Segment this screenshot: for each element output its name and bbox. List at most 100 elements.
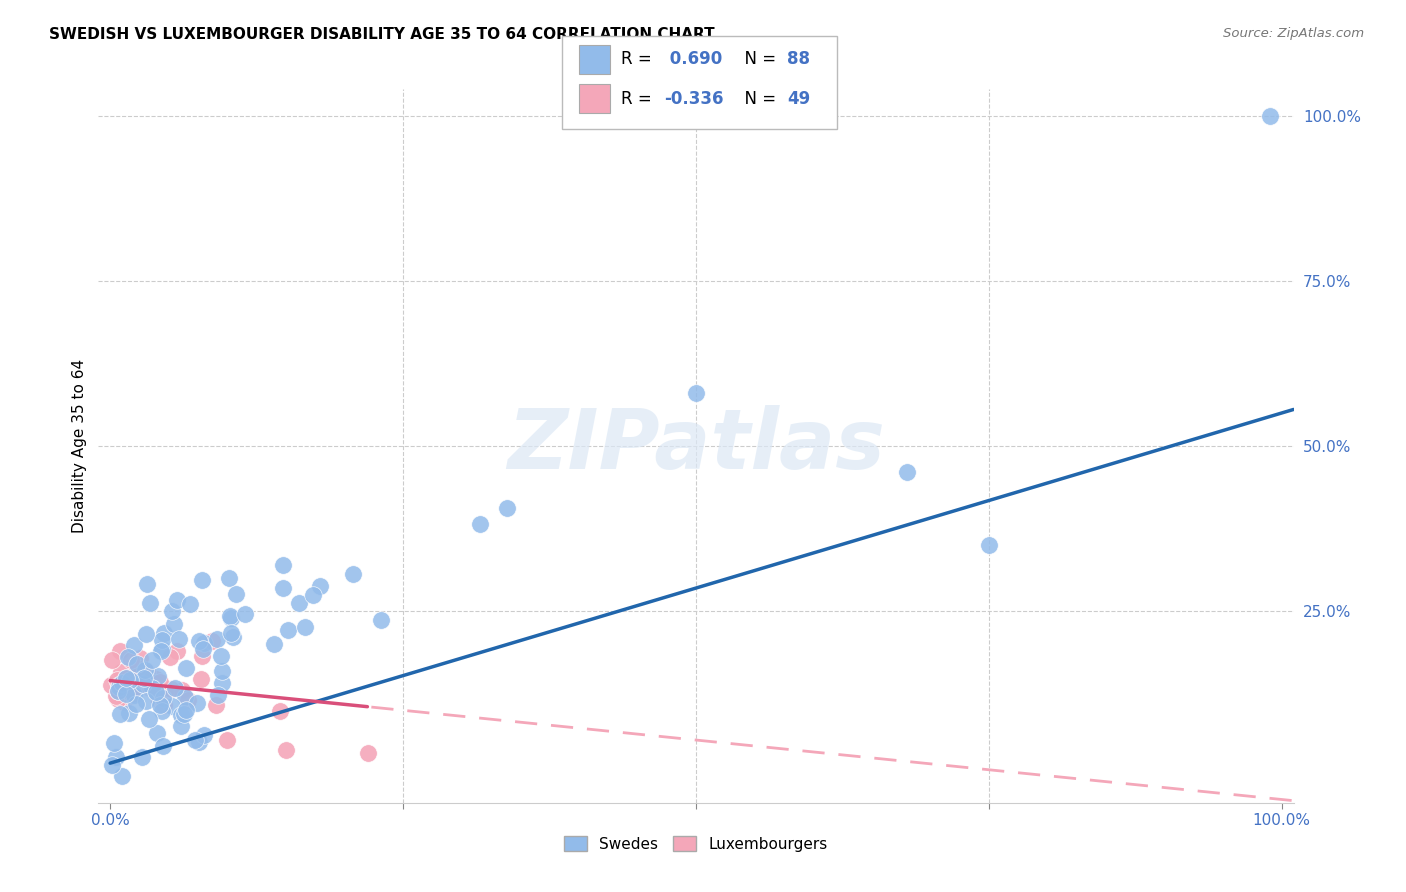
Point — [120, 673, 142, 687]
Point — [105, 690, 128, 704]
Point — [165, 681, 187, 695]
Point — [121, 687, 143, 701]
Text: ZIPatlas: ZIPatlas — [508, 406, 884, 486]
Point — [125, 664, 148, 678]
Point — [277, 623, 299, 637]
Point — [287, 596, 309, 610]
Point — [107, 690, 129, 705]
Point — [153, 682, 176, 697]
Point — [153, 626, 176, 640]
Point — [124, 688, 146, 702]
Point — [160, 604, 183, 618]
Point — [135, 670, 157, 684]
Point — [138, 596, 160, 610]
Point — [170, 719, 193, 733]
Point — [110, 681, 132, 695]
Point — [108, 706, 131, 721]
Point — [191, 574, 214, 588]
Point — [111, 676, 134, 690]
Point — [152, 739, 174, 753]
Point — [294, 620, 316, 634]
Point — [179, 597, 201, 611]
Point — [120, 684, 142, 698]
Point — [112, 695, 135, 709]
Point — [159, 649, 181, 664]
Point — [685, 386, 707, 401]
Text: 0.690: 0.690 — [664, 50, 721, 69]
Point — [135, 665, 157, 679]
Point — [201, 633, 224, 648]
Point — [142, 679, 165, 693]
Point — [134, 671, 156, 685]
Point — [470, 516, 492, 531]
Point — [152, 691, 174, 706]
Point — [108, 681, 131, 695]
Point — [219, 608, 242, 623]
Point — [191, 642, 214, 657]
Point — [1258, 109, 1281, 123]
Point — [152, 698, 174, 713]
Point — [127, 657, 149, 672]
Point — [357, 746, 380, 760]
Point — [150, 633, 173, 648]
Point — [122, 638, 145, 652]
Point — [146, 726, 169, 740]
Point — [101, 758, 124, 772]
Point — [120, 653, 142, 667]
Point — [149, 644, 172, 658]
Text: Source: ZipAtlas.com: Source: ZipAtlas.com — [1223, 27, 1364, 40]
Point — [170, 683, 193, 698]
Point — [187, 735, 209, 749]
Point — [150, 704, 173, 718]
Point — [193, 728, 215, 742]
Point — [207, 632, 229, 646]
Point — [122, 685, 145, 699]
Point — [186, 696, 208, 710]
Point — [132, 677, 155, 691]
Point — [174, 661, 197, 675]
Point — [190, 648, 212, 663]
Point — [221, 630, 243, 644]
Point — [135, 694, 157, 708]
Point — [145, 685, 167, 699]
Point — [125, 661, 148, 675]
Point — [108, 678, 131, 692]
Text: R =: R = — [621, 89, 658, 108]
Point — [176, 703, 198, 717]
Point — [896, 466, 918, 480]
Point — [111, 769, 134, 783]
Text: 88: 88 — [787, 50, 810, 69]
Point — [160, 698, 183, 713]
Point — [145, 673, 167, 687]
Point — [138, 712, 160, 726]
Point — [174, 690, 197, 704]
Point — [141, 680, 163, 694]
Point — [173, 707, 195, 722]
Point — [160, 681, 183, 696]
Point — [112, 676, 135, 690]
Point — [269, 704, 291, 718]
Point — [105, 673, 128, 688]
Point — [141, 653, 163, 667]
Point — [211, 664, 233, 678]
Point — [117, 650, 139, 665]
Point — [225, 587, 247, 601]
Point — [138, 677, 160, 691]
Point — [100, 678, 122, 692]
Point — [107, 674, 129, 689]
Point — [128, 650, 150, 665]
Text: R =: R = — [621, 50, 658, 69]
Point — [150, 641, 173, 656]
Point — [176, 693, 198, 707]
Point — [125, 697, 148, 711]
Point — [342, 566, 364, 581]
Point — [139, 681, 162, 696]
Point — [148, 693, 170, 707]
Point — [115, 687, 138, 701]
Point — [146, 669, 169, 683]
Text: N =: N = — [734, 50, 782, 69]
Point — [211, 676, 233, 690]
Point — [166, 644, 188, 658]
Point — [107, 684, 129, 698]
Point — [101, 653, 124, 667]
